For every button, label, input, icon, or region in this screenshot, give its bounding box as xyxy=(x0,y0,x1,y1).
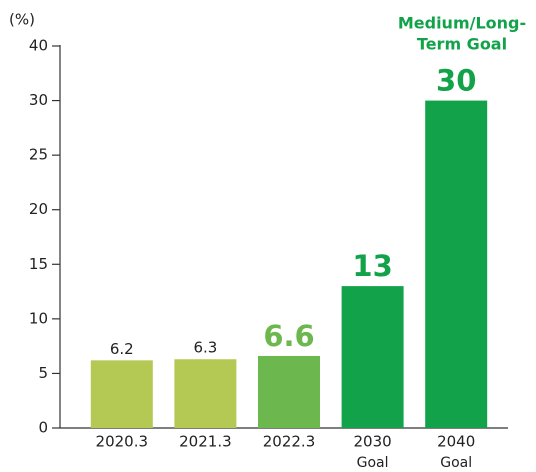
y-tick-label: 15 xyxy=(29,255,48,273)
x-tick-label: 2040 xyxy=(437,433,475,451)
annotation: Term Goal xyxy=(417,35,507,54)
x-tick-label: 2020.3 xyxy=(96,433,149,451)
bar xyxy=(174,359,237,428)
y-tick-label: 40 xyxy=(29,37,48,55)
y-tick-label: 5 xyxy=(38,364,48,382)
bar xyxy=(341,286,404,428)
y-tick-label: 30 xyxy=(29,91,48,109)
value-label: 6.2 xyxy=(110,340,134,358)
y-tick-label: 10 xyxy=(29,309,48,327)
unit-label: (%) xyxy=(9,11,35,29)
x-tick-label: 2022.3 xyxy=(263,433,316,451)
y-tick-label: 0 xyxy=(38,419,48,437)
x-tick-label: Goal xyxy=(357,455,389,471)
x-tick-label: 2021.3 xyxy=(179,433,232,451)
x-tick-label: Goal xyxy=(440,455,472,471)
value-label: 13 xyxy=(352,249,392,283)
bar xyxy=(425,100,488,429)
value-label: 6.6 xyxy=(263,319,314,353)
value-label: 6.3 xyxy=(193,339,217,357)
x-tick-label: 2030 xyxy=(354,433,392,451)
value-label: 30 xyxy=(436,64,476,98)
y-tick-label: 25 xyxy=(29,146,48,164)
annotation: Medium/Long- xyxy=(398,14,526,33)
bar xyxy=(90,360,153,428)
y-tick-label: 20 xyxy=(29,200,48,218)
bar xyxy=(258,355,320,428)
